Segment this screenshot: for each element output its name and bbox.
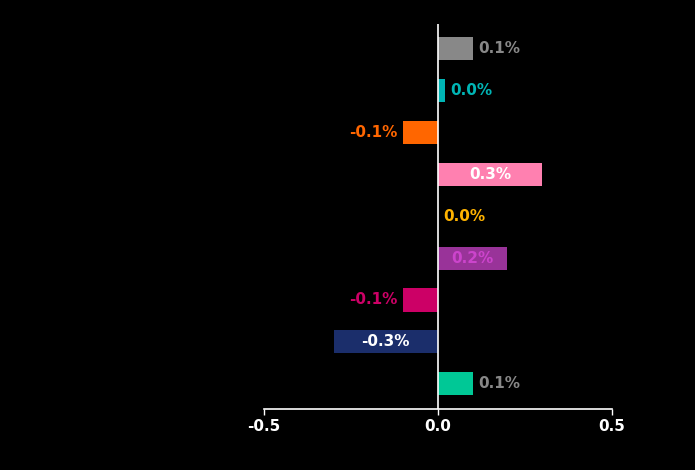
Bar xyxy=(438,372,473,395)
Text: 0.0%: 0.0% xyxy=(443,209,485,224)
Bar xyxy=(438,79,445,102)
Bar xyxy=(334,330,438,353)
Bar xyxy=(438,37,473,60)
Text: -0.1%: -0.1% xyxy=(350,292,398,307)
Text: 0.2%: 0.2% xyxy=(452,251,493,266)
Text: 0.1%: 0.1% xyxy=(478,41,520,56)
Text: 0.0%: 0.0% xyxy=(450,83,492,98)
Bar xyxy=(403,289,438,312)
Text: -0.1%: -0.1% xyxy=(350,125,398,140)
Bar xyxy=(403,121,438,144)
Text: -0.3%: -0.3% xyxy=(361,334,410,349)
Text: 0.3%: 0.3% xyxy=(469,167,511,182)
Bar xyxy=(438,163,542,186)
Text: 0.1%: 0.1% xyxy=(478,376,520,391)
Bar xyxy=(438,247,507,270)
